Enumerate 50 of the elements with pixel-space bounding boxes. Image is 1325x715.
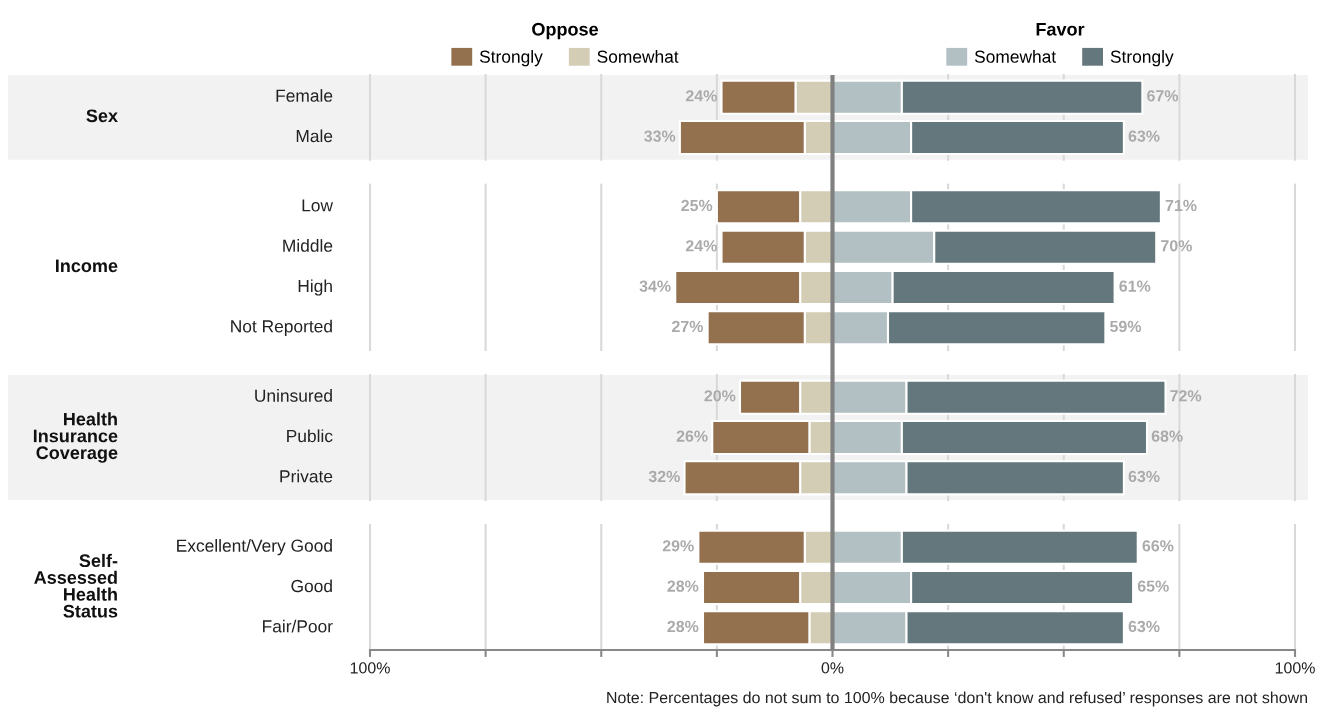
legend-label: Somewhat — [597, 50, 679, 63]
annotation: 20% — [704, 390, 736, 402]
annotation: 27% — [672, 320, 704, 333]
annotation: 71% — [1165, 199, 1197, 212]
y-tick-label: Good — [291, 579, 332, 593]
annotation: 24% — [685, 240, 717, 252]
annotation: 34% — [639, 280, 671, 292]
annotation: 28% — [667, 580, 699, 592]
band-label: Sex — [86, 109, 118, 123]
annotation: 63% — [1128, 620, 1160, 633]
y-tick-label: Fair/Poor — [263, 619, 333, 633]
annotation: 24% — [685, 90, 717, 102]
annotation: 26% — [676, 430, 708, 442]
annotation: 70% — [1161, 240, 1192, 252]
x-tick-label: 0% — [821, 662, 844, 674]
legend-label: Strongly — [479, 50, 543, 67]
annotation: 32% — [648, 470, 680, 483]
x-tick-label: 100% — [1275, 662, 1315, 674]
text: Favor — [1036, 23, 1085, 36]
y-tick-label: Uninsured — [255, 389, 332, 402]
y-tick-label: Excellent/Very Good — [177, 539, 332, 556]
y-tick-label: Low — [302, 199, 334, 212]
annotation: 66% — [1142, 540, 1174, 552]
annotation: 33% — [644, 130, 676, 142]
y-tick-label: Private — [280, 469, 333, 483]
annotation: 29% — [662, 540, 694, 552]
legend-label: Somewhat — [974, 50, 1057, 63]
y-tick-label: Public — [287, 429, 333, 443]
legend-label: Strongly — [1110, 50, 1174, 67]
annotation: 63% — [1128, 470, 1160, 483]
text: Note: Percentages do not sum to 100% because ‘don't know and refused’ responses are not shown — [607, 691, 1308, 707]
y-tick-label: Middle — [283, 239, 333, 252]
annotation: 67% — [1147, 90, 1179, 102]
y-tick-label: Not Reported — [231, 319, 332, 336]
text: Income — [56, 259, 118, 273]
text: Self-Assessed Health Status — [34, 553, 118, 618]
x-tick-label: 100% — [350, 662, 390, 674]
annotation: 25% — [681, 199, 713, 212]
annotation: 65% — [1137, 580, 1169, 592]
annotation: 28% — [667, 620, 699, 633]
band-label: Health Insurance Coverage — [33, 412, 118, 463]
annotation: 68% — [1151, 430, 1183, 442]
annotation: 63% — [1128, 130, 1160, 142]
annotation: 72% — [1170, 390, 1202, 402]
y-tick-label: Male — [296, 129, 333, 143]
y-tick-label: Female — [276, 89, 333, 102]
text: Oppose — [532, 22, 598, 40]
y-tick-label: High — [298, 279, 332, 296]
annotation: 59% — [1110, 320, 1142, 333]
annotation: 61% — [1119, 280, 1151, 292]
